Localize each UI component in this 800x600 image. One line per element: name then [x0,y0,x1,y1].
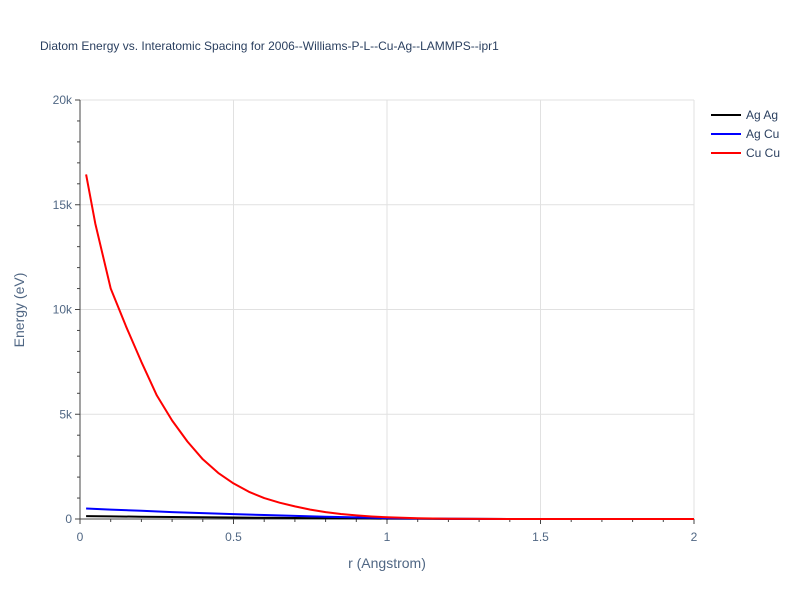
y-tick-label: 15k [53,198,73,212]
series-line-cu-cu [85,174,694,520]
y-tick-label: 10k [53,303,73,317]
gridlines [80,99,695,519]
legend-label: Cu Cu [746,146,780,160]
legend-item-cu-cu[interactable]: Cu Cu [711,146,780,160]
x-tick-label: 0 [77,530,84,544]
y-tick-label: 20k [53,93,73,107]
series-layer [85,174,694,520]
y-tick-label: 5k [59,407,73,421]
y-tick-label: 0 [65,512,72,526]
legend[interactable]: Ag Ag Ag Cu Cu Cu [711,108,780,160]
x-tick-label: 2 [691,530,698,544]
x-tick-label: 1.5 [532,530,549,544]
chart-title: Diatom Energy vs. Interatomic Spacing fo… [40,39,499,53]
x-axis-title: r (Angstrom) [348,555,426,571]
legend-label: Ag Cu [746,127,779,141]
x-tick-label: 1 [384,530,391,544]
legend-label: Ag Ag [746,108,778,122]
x-tick-label: 0.5 [225,530,242,544]
y-axis-title: Energy (eV) [11,273,27,348]
legend-item-ag-ag[interactable]: Ag Ag [711,108,778,122]
legend-item-ag-cu[interactable]: Ag Cu [711,127,779,141]
tick-labels: 0 0.5 1 1.5 2 0 5k 10k 15k 20k [53,93,698,544]
